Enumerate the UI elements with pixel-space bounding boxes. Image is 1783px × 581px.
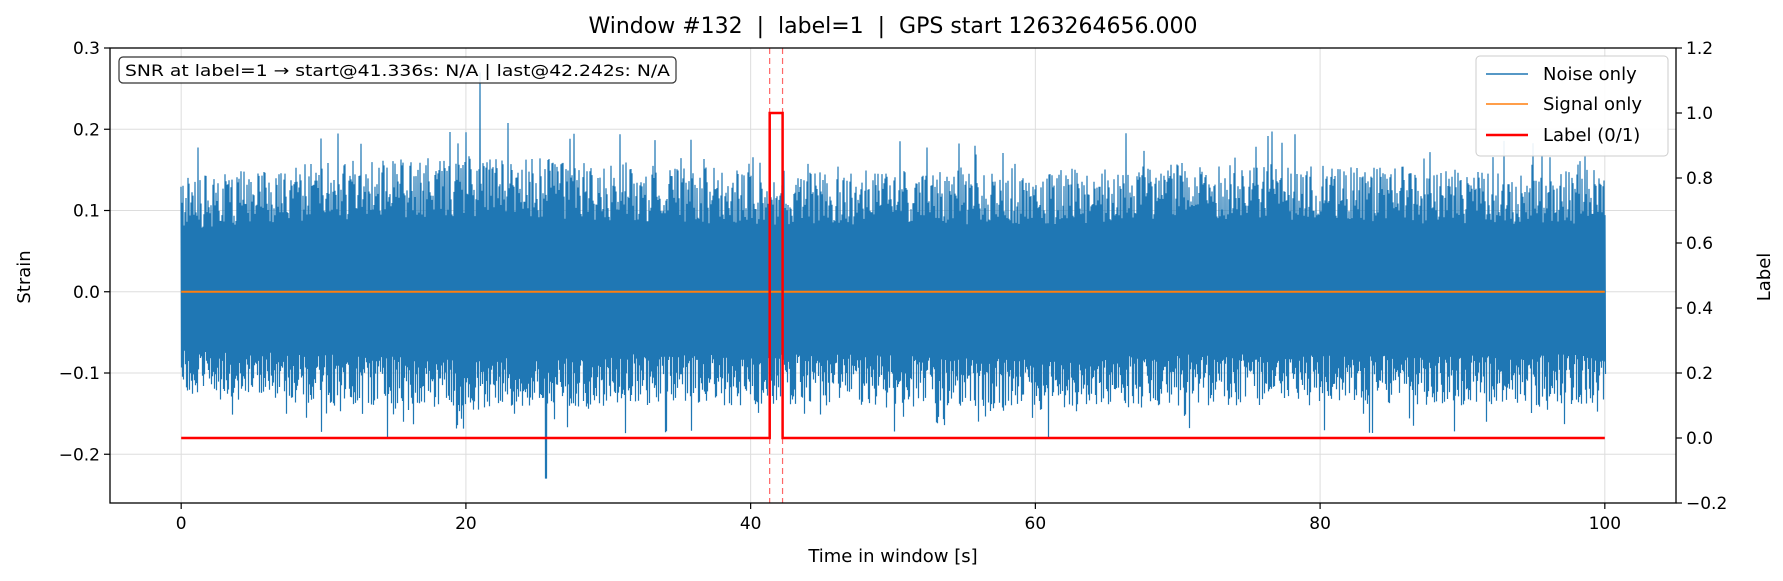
x-tick-label-1: 20 [455, 514, 477, 534]
y2-tick-label-0: −0.2 [1686, 494, 1727, 514]
y2-tick-label-6: 1.0 [1686, 104, 1713, 124]
label-edge-markers [769, 48, 784, 503]
plot-area [180, 72, 1607, 479]
legend: Noise only Signal only Label (0/1) [1475, 55, 1669, 157]
y2-tick-label-4: 0.6 [1686, 234, 1713, 254]
x-tick-label-0: 0 [176, 514, 187, 534]
legend-signal-label: Signal only [1543, 94, 1642, 115]
x-tick-label-5: 100 [1589, 514, 1621, 534]
series-noise-only [180, 72, 1607, 479]
y2-tick-label-2: 0.2 [1686, 364, 1713, 384]
y-tick-label-4: 0.2 [73, 120, 100, 140]
y2-tick-label-3: 0.4 [1686, 299, 1713, 319]
y2-axis-label: Label [1754, 253, 1775, 302]
x-axis-label: Time in window [s] [807, 546, 977, 567]
series-label [181, 111, 1605, 440]
y-axis-right: −0.2 0.0 0.2 0.4 0.6 0.8 1.0 1.2 [1676, 39, 1727, 514]
y-tick-label-0: −0.2 [59, 445, 100, 465]
legend-frame [1475, 55, 1669, 157]
y-axis-label: Strain [14, 250, 35, 303]
legend-noise-label: Noise only [1543, 64, 1637, 85]
axes-frame [109, 47, 1677, 504]
y-axis-left: −0.2 −0.1 0.0 0.1 0.2 0.3 [59, 39, 110, 465]
annotation-box [118, 56, 677, 84]
chart-title: Window #132 | label=1 | GPS start 126326… [588, 14, 1197, 39]
snr-annotation: SNR at label=1 → start@41.336s: N/A | la… [118, 56, 677, 84]
y2-tick-label-1: 0.0 [1686, 429, 1713, 449]
annotation-text: SNR at label=1 → start@41.336s: N/A | la… [125, 61, 670, 80]
x-tick-label-3: 60 [1025, 514, 1047, 534]
y-tick-label-1: −0.1 [59, 364, 100, 384]
y-tick-label-3: 0.1 [73, 202, 100, 222]
x-axis: 0 20 40 60 80 100 [176, 503, 1621, 534]
y2-tick-label-7: 1.2 [1686, 39, 1713, 59]
x-tick-label-4: 80 [1309, 514, 1331, 534]
x-tick-label-2: 40 [740, 514, 762, 534]
legend-label-label: Label (0/1) [1543, 125, 1640, 146]
y2-tick-label-5: 0.8 [1686, 169, 1713, 189]
y-tick-label-5: 0.3 [73, 39, 100, 59]
y-tick-label-2: 0.0 [73, 283, 100, 303]
